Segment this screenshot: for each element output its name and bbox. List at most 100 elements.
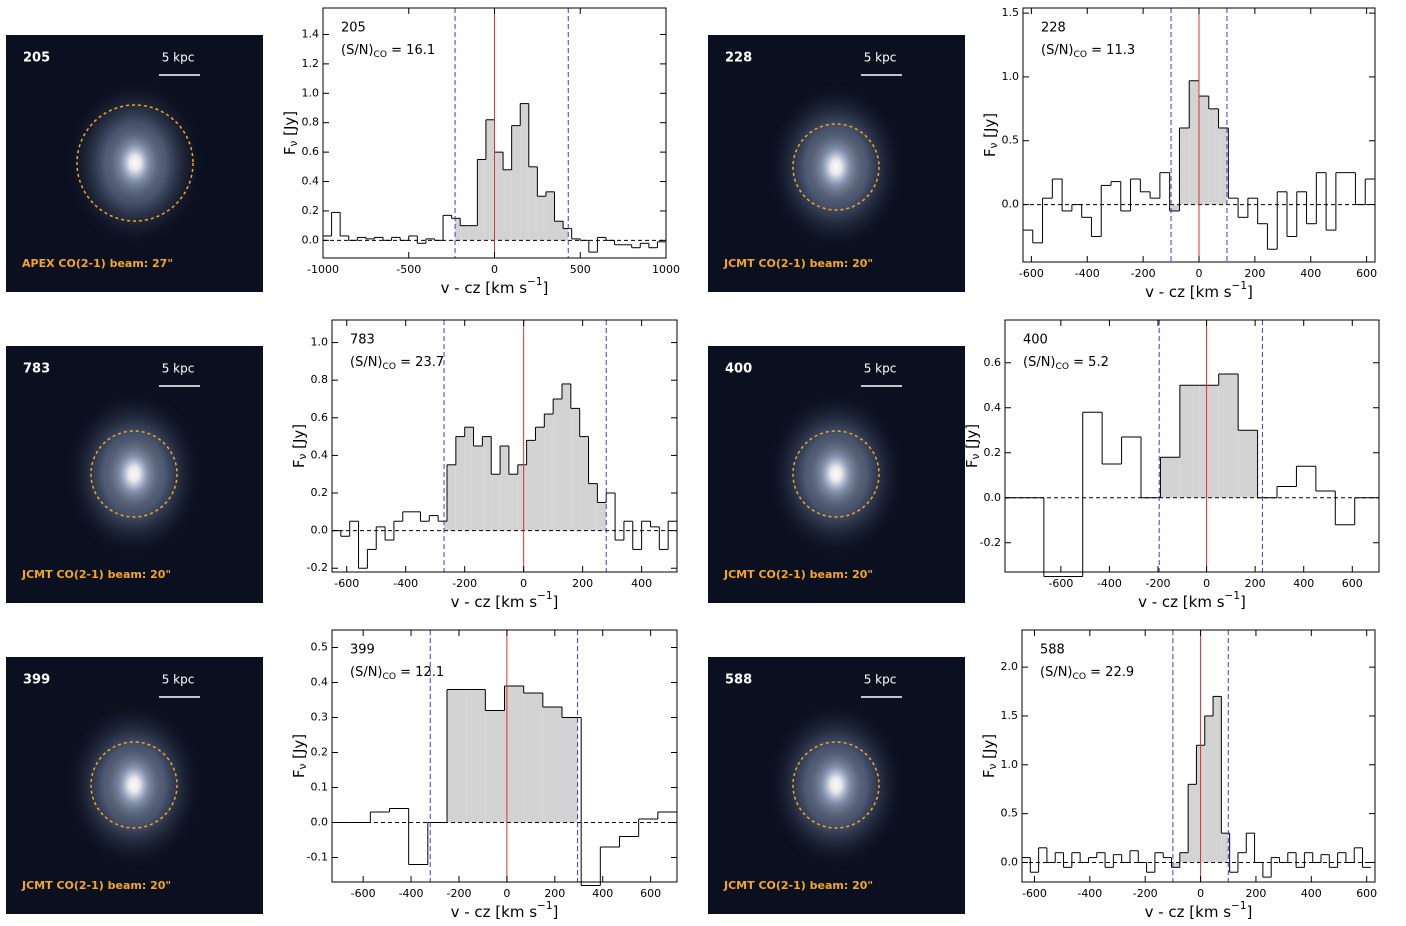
- y-tick-label: 0.6: [984, 356, 1002, 369]
- shaded-bin: [473, 446, 483, 531]
- x-tick-label: 0: [520, 577, 527, 590]
- plot-frame: [1021, 629, 1376, 883]
- shaded-bin: [1188, 784, 1197, 863]
- y-tick-label: 0.2: [311, 486, 329, 499]
- chart-title: 588: [1040, 643, 1065, 658]
- x-axis-label-part: −1: [1232, 280, 1247, 292]
- x-axis-label-part: v - cz [km s: [451, 593, 538, 611]
- shaded-bin: [563, 228, 569, 241]
- spectrum-chart: -600 -400 -200 0 200 400 600 -0.1 0.0 0.1 0.2 0.3 0.…: [290, 629, 678, 921]
- beam-label: JCMT CO(2-1) beam: 20": [21, 568, 171, 581]
- y-axis-label-part: [Jy]: [290, 424, 308, 454]
- shaded-bin: [1238, 430, 1258, 498]
- y-tick-label: 1.2: [302, 57, 320, 70]
- annotation-part: CO: [1056, 362, 1070, 372]
- y-axis-label-part: [Jy]: [281, 111, 299, 141]
- x-axis-label-part: ]: [1247, 283, 1253, 301]
- shaded-bin: [517, 464, 527, 531]
- x-tick-label: -200: [452, 577, 477, 590]
- shaded-bin: [503, 169, 512, 241]
- y-tick-label: 0.2: [984, 446, 1002, 459]
- annotation: (S/N)CO = 22.9: [1040, 665, 1134, 682]
- y-tick-label: 1.0: [311, 336, 329, 349]
- chart-title: 400: [1023, 333, 1048, 348]
- shaded-bin: [1172, 862, 1180, 868]
- y-axis-label-part: F: [963, 460, 981, 469]
- plot-frame: [331, 629, 678, 883]
- y-axis-label: Fν [Jy]: [981, 113, 1001, 157]
- beam-label: JCMT CO(2-1) beam: 20": [723, 568, 873, 581]
- x-axis-label-part: v - cz [km s: [1145, 283, 1232, 301]
- shaded-bin: [542, 707, 562, 823]
- x-axis-label: v - cz [km s−1]: [441, 276, 549, 297]
- shaded-bin: [545, 191, 555, 241]
- shaded-bin: [447, 689, 467, 823]
- beam-label: JCMT CO(2-1) beam: 20": [723, 879, 873, 892]
- y-tick-label: 0.6: [311, 411, 329, 424]
- spectrum-chart: -600 -400 -200 0 200 400 600 0.0 0.5 1.0 1.5 2.0 588…: [980, 629, 1377, 921]
- x-tick-label: 200: [1245, 887, 1266, 900]
- y-axis-label-part: F: [981, 149, 999, 158]
- annotation: (S/N)CO = 12.1: [350, 665, 444, 682]
- x-tick-label: 600: [1342, 577, 1363, 590]
- annotation-part: CO: [374, 50, 388, 60]
- x-tick-label: -600: [334, 577, 359, 590]
- annotation-part: CO: [383, 672, 397, 682]
- y-axis-label-part: ν: [970, 454, 982, 460]
- y-tick-label: 0.4: [311, 448, 329, 461]
- x-axis-label-part: ]: [1247, 903, 1253, 921]
- x-axis-label-part: ]: [543, 279, 549, 297]
- shaded-bin: [588, 483, 598, 531]
- y-tick-label: 0.0: [302, 233, 320, 246]
- beam-label: JCMT CO(2-1) beam: 20": [723, 257, 873, 270]
- y-tick-label: 0.6: [302, 145, 320, 158]
- annotation: (S/N)CO = 16.1: [341, 43, 435, 60]
- chart-title: 228: [1041, 21, 1066, 36]
- shaded-bin: [500, 446, 509, 531]
- y-tick-label: 0.4: [302, 175, 320, 188]
- x-tick-label: -200: [1133, 887, 1158, 900]
- annotation-part: = 23.7: [396, 355, 444, 370]
- shaded-bin: [1199, 96, 1209, 205]
- x-tick-label: 200: [572, 577, 593, 590]
- x-tick-label: -600: [351, 887, 376, 900]
- shaded-bin: [562, 717, 578, 823]
- y-tick-label: 0.5: [1002, 134, 1020, 147]
- x-tick-label: 500: [570, 263, 591, 276]
- shaded-bin: [1208, 108, 1219, 205]
- x-axis-label-part: −1: [1231, 900, 1246, 912]
- plot-frame: [1004, 319, 1380, 573]
- shaded-bin: [460, 225, 469, 241]
- beam-circle: [90, 741, 178, 829]
- x-tick-label: -200: [1131, 267, 1156, 280]
- x-axis-label-part: v - cz [km s: [1138, 593, 1225, 611]
- annotation-part: (S/N): [341, 43, 374, 58]
- x-tick-label: -1000: [307, 263, 339, 276]
- annotation-part: CO: [1073, 672, 1087, 682]
- shaded-bin: [1204, 715, 1214, 863]
- scale-label: 5 kpc: [162, 362, 195, 376]
- shaded-bin: [455, 218, 461, 241]
- shaded-bin: [464, 427, 474, 531]
- shaded-bin: [597, 502, 607, 531]
- shaded-bin: [553, 398, 562, 531]
- shaded-bin: [544, 414, 554, 531]
- y-axis-label-part: F: [980, 770, 998, 779]
- shaded-bin: [562, 383, 571, 531]
- annotation-part: = 11.3: [1087, 43, 1135, 58]
- plot-frame: [331, 319, 678, 573]
- spectrum-chart: -600 -400 -200 0 200 400 -0.2 0.0 0.2 0.4 0.6 0.8 1.…: [290, 319, 678, 611]
- y-tick-label: 0.2: [302, 204, 320, 217]
- y-tick-label: 0.0: [311, 816, 329, 829]
- y-axis-label-part: F: [290, 770, 308, 779]
- y-axis-label: Fν [Jy]: [290, 734, 310, 778]
- shaded-bin: [520, 103, 529, 241]
- shaded-bin: [485, 119, 495, 241]
- shaded-bin: [485, 710, 505, 823]
- y-axis-label-part: ν: [988, 143, 1000, 149]
- chart-title: 205: [341, 21, 366, 36]
- beam-label: JCMT CO(2-1) beam: 20": [21, 879, 171, 892]
- galaxy-core: [806, 745, 866, 825]
- shaded-bin: [1221, 833, 1229, 863]
- annotation-part: CO: [383, 362, 397, 372]
